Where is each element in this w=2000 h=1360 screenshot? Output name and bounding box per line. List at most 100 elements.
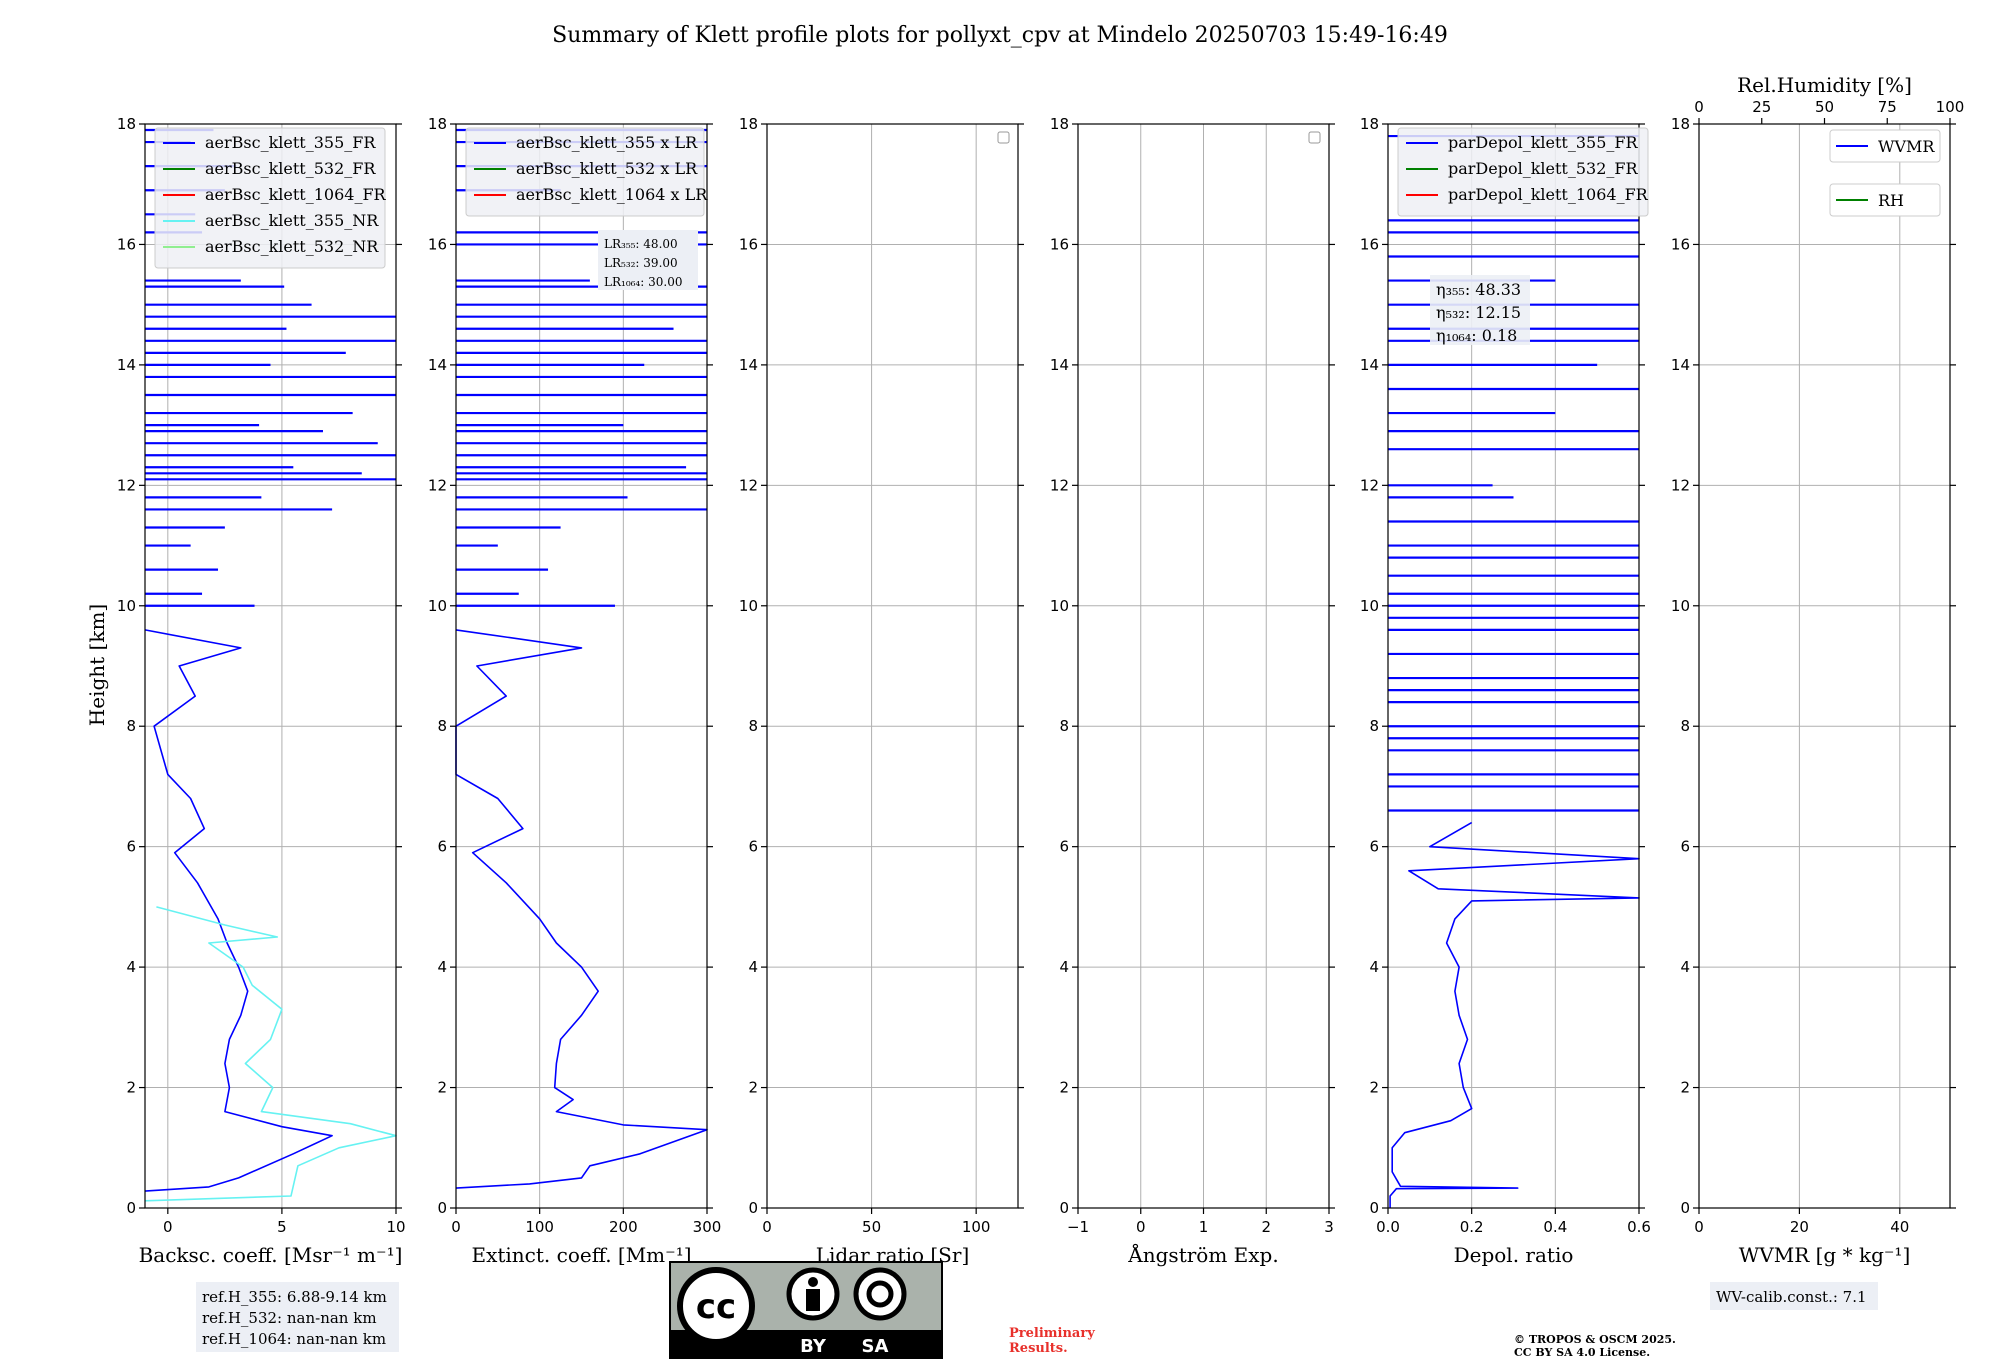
lidar-ratio-value: LR₁₀₆₄: 30.00 xyxy=(604,275,682,289)
legend-box xyxy=(1397,127,1649,217)
plot-frame xyxy=(144,123,397,1209)
y-tick-label: 0 xyxy=(1680,1199,1690,1217)
y-tick-label: 14 xyxy=(1360,356,1379,374)
y-tick-label: 8 xyxy=(437,717,447,735)
x-tick-label: 0 xyxy=(762,1218,772,1236)
y-tick-label: 14 xyxy=(1050,356,1069,374)
x-axis-label: Extinct. coeff. [Mm⁻¹] xyxy=(471,1243,691,1267)
y-tick-label: 18 xyxy=(117,115,136,133)
x-tick-label: 3 xyxy=(1324,1218,1334,1236)
y-tick-label: 10 xyxy=(117,597,136,615)
y-tick-label: 6 xyxy=(126,838,136,856)
x-tick-label: 0 xyxy=(163,1218,173,1236)
x-tick-label: 10 xyxy=(386,1218,405,1236)
legend-entry: aerBsc_klett_355_NR xyxy=(205,211,379,230)
y-tick-label: 0 xyxy=(1369,1199,1379,1217)
panel-2: 0 100 200 300 0 2 4 6 8 10 12 14 16 18 Extinct. coeff.… xyxy=(428,115,721,1267)
x-axis-label: Depol. ratio xyxy=(1454,1243,1574,1267)
y-tick-label: 12 xyxy=(1360,476,1379,494)
series-line-aerBsc_klett_355_FR xyxy=(144,629,333,1192)
y-tick-label: 4 xyxy=(748,958,758,976)
y-tick-label: 4 xyxy=(1369,958,1379,976)
eta-value: η₁₀₆₄: 0.18 xyxy=(1436,326,1517,345)
x-tick-label: −1 xyxy=(1067,1218,1089,1236)
y-tick-label: 18 xyxy=(739,115,758,133)
x-tick-label: 0.2 xyxy=(1460,1218,1484,1236)
reference-height: ref.H_1064: nan-nan km xyxy=(202,1330,386,1348)
svg-text:cc: cc xyxy=(696,1287,736,1327)
plot-frame xyxy=(1698,123,1951,1209)
y-tick-label: 8 xyxy=(1680,717,1690,735)
top-x-tick-label: 0 xyxy=(1694,98,1704,116)
top-x-tick-label: 50 xyxy=(1815,98,1834,116)
y-tick-label: 16 xyxy=(117,235,136,253)
y-tick-label: 16 xyxy=(428,235,447,253)
y-tick-label: 12 xyxy=(739,476,758,494)
top-x-tick-label: 75 xyxy=(1878,98,1897,116)
y-tick-label: 18 xyxy=(1050,115,1069,133)
y-tick-label: 0 xyxy=(748,1199,758,1217)
legend-entry: aerBsc_klett_1064 x LR xyxy=(516,185,708,204)
legend-box xyxy=(1829,129,1941,163)
y-tick-label: 0 xyxy=(1059,1199,1069,1217)
y-tick-label: 6 xyxy=(437,838,447,856)
y-tick-label: 10 xyxy=(1360,597,1379,615)
y-tick-label: 4 xyxy=(1059,958,1069,976)
series-line-aerBsc_klett_355_NR xyxy=(144,906,397,1202)
y-tick-label: 0 xyxy=(437,1199,447,1217)
y-tick-label: 0 xyxy=(126,1199,136,1217)
y-tick-label: 16 xyxy=(1671,235,1690,253)
y-tick-label: 14 xyxy=(739,356,758,374)
y-tick-label: 16 xyxy=(1050,235,1069,253)
preliminary-results-line1: Preliminary xyxy=(1009,1326,1095,1341)
empty-legend-box xyxy=(1308,131,1321,144)
eta-value: η₅₃₂: 12.15 xyxy=(1436,303,1521,322)
y-tick-label: 6 xyxy=(1680,838,1690,856)
x-tick-label: 0.0 xyxy=(1376,1218,1400,1236)
y-tick-label: 2 xyxy=(1680,1079,1690,1097)
top-x-axis-label: Rel.Humidity [%] xyxy=(1737,73,1912,97)
x-tick-label: 0 xyxy=(451,1218,461,1236)
y-tick-label: 2 xyxy=(1369,1079,1379,1097)
empty-legend-box xyxy=(997,131,1010,144)
x-tick-label: 0 xyxy=(1136,1218,1146,1236)
reference-height-box xyxy=(196,1282,399,1352)
y-tick-label: 10 xyxy=(739,597,758,615)
legend-box xyxy=(154,127,386,269)
y-tick-label: 8 xyxy=(1059,717,1069,735)
legend-entry: aerBsc_klett_355 x LR xyxy=(516,133,698,152)
y-tick-label: 18 xyxy=(1671,115,1690,133)
cc-logo-icon xyxy=(677,1267,755,1345)
panel-1: 0 5 10 0 2 4 6 8 10 12 14 16 18 Backsc. coeff. [Msr⁻¹… xyxy=(117,115,406,1352)
eta-box xyxy=(1430,275,1530,345)
legend-entry: aerBsc_klett_532_FR xyxy=(205,159,376,178)
y-tick-label: 18 xyxy=(1360,115,1379,133)
lidar-ratio-value: LR₃₅₅: 48.00 xyxy=(604,237,678,251)
legend-box xyxy=(1829,183,1941,217)
y-tick-label: 2 xyxy=(1059,1079,1069,1097)
x-axis-label: Ångström Exp. xyxy=(1127,1242,1278,1267)
top-x-tick-label: 100 xyxy=(1936,98,1965,116)
copyright-line1: © TROPOS & OSCM 2025. xyxy=(1514,1333,1676,1346)
y-axis-label: Height [km] xyxy=(85,604,109,726)
y-tick-label: 12 xyxy=(1050,476,1069,494)
legend-entry: aerBsc_klett_532_NR xyxy=(205,237,379,256)
x-axis-label: WVMR [g * kg⁻¹] xyxy=(1739,1243,1911,1267)
y-tick-label: 6 xyxy=(1369,838,1379,856)
x-tick-label: 50 xyxy=(862,1218,881,1236)
y-tick-label: 14 xyxy=(1671,356,1690,374)
eta-value: η₃₅₅: 48.33 xyxy=(1436,280,1521,299)
y-tick-label: 16 xyxy=(1360,235,1379,253)
y-tick-label: 2 xyxy=(126,1079,136,1097)
figure-title: Summary of Klett profile plots for polly… xyxy=(552,23,1448,48)
x-tick-label: 5 xyxy=(277,1218,287,1236)
legend-entry: RH xyxy=(1878,191,1904,210)
legend-entry: WVMR xyxy=(1878,137,1935,156)
legend-entry: parDepol_klett_355_FR xyxy=(1448,133,1639,152)
copyright-line2: CC BY SA 4.0 License. xyxy=(1514,1346,1650,1359)
x-tick-label: 0 xyxy=(1694,1218,1704,1236)
x-tick-label: 200 xyxy=(609,1218,638,1236)
